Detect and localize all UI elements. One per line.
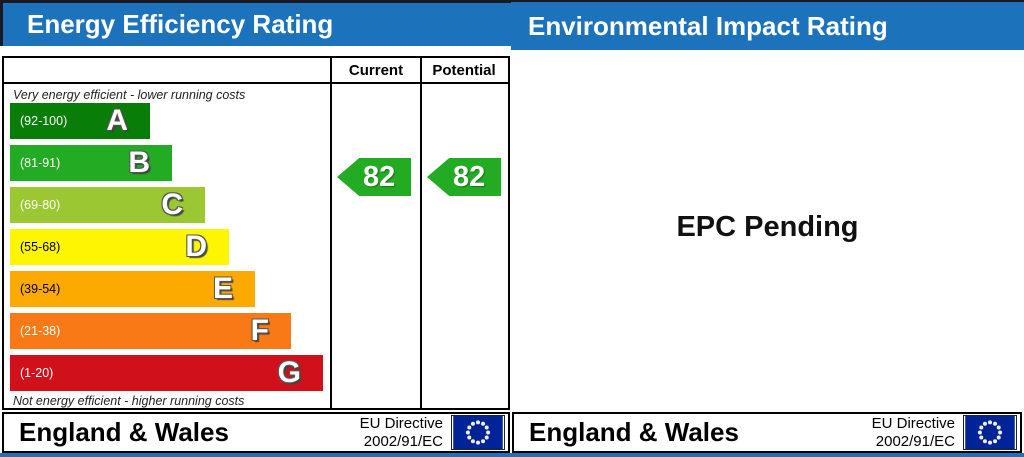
eu-directive-line1: EU Directive	[871, 415, 955, 433]
column-divider-current	[330, 58, 332, 408]
band-range-label: (1-20)	[20, 366, 54, 380]
band-range-label: (21-38)	[20, 324, 61, 338]
band-row-f: (21-38) F	[10, 313, 291, 349]
band-range-label: (92-100)	[20, 114, 68, 128]
bottom-band	[0, 453, 1024, 457]
environmental-impact-title: Environmental Impact Rating	[528, 11, 888, 41]
band-range-label: (55-68)	[20, 240, 61, 254]
eu-directive-line1: EU Directive	[359, 415, 443, 433]
band-letter: A	[106, 104, 128, 137]
epc-pending-message: EPC Pending	[676, 211, 859, 243]
rating-bands: (92-100) A (81-91) B (69-80) C (55-68) D (39-54)…	[10, 103, 323, 397]
band-row-a: (92-100) A	[10, 103, 150, 139]
energy-efficiency-title: Energy Efficiency Rating	[27, 9, 334, 39]
band-row-c: (69-80) C	[10, 187, 205, 223]
header-row-divider	[4, 82, 508, 84]
current-rating-value: 82	[363, 160, 396, 193]
eu-flag-icon	[451, 415, 505, 450]
potential-rating-arrow: 82	[427, 158, 501, 196]
band-letter: E	[212, 272, 233, 305]
band-letter: C	[161, 188, 183, 221]
band-row-g: (1-20) G	[10, 355, 323, 391]
eu-directive-line2: 2002/91/EC	[875, 432, 955, 450]
region-label: England & Wales	[529, 417, 739, 447]
eu-directive-label: EU Directive 2002/91/EC	[872, 415, 955, 450]
eu-flag-icon	[963, 415, 1017, 450]
band-row-e: (39-54) E	[10, 271, 255, 307]
band-letter: D	[185, 230, 207, 263]
band-row-d: (55-68) D	[10, 229, 229, 265]
band-letter: B	[128, 146, 150, 179]
current-rating-arrow: 82	[337, 158, 411, 196]
eu-directive-label: EU Directive 2002/91/EC	[360, 415, 443, 450]
column-divider-potential	[420, 58, 422, 408]
band-row-b: (81-91) B	[10, 145, 172, 181]
potential-column-header: Potential	[432, 62, 496, 79]
caption-not-efficient: Not energy efficient - higher running co…	[13, 394, 245, 408]
band-letter: F	[250, 314, 269, 347]
left-footer: England & Wales EU Directive 2002/91/EC	[2, 412, 510, 453]
eu-directive-line2: 2002/91/EC	[363, 432, 443, 450]
band-range-label: (39-54)	[20, 282, 61, 296]
energy-rating-chart: Current Potential Very energy efficient …	[2, 56, 510, 410]
region-label: England & Wales	[19, 417, 229, 447]
band-range-label: (69-80)	[20, 198, 61, 212]
band-range-label: (81-91)	[20, 156, 61, 170]
band-letter: G	[277, 356, 301, 389]
right-footer: England & Wales EU Directive 2002/91/EC	[512, 412, 1022, 453]
potential-rating-value: 82	[453, 160, 486, 193]
left-header-band	[0, 0, 511, 46]
current-column-header: Current	[348, 62, 404, 79]
right-header-band	[511, 0, 1024, 50]
caption-very-efficient: Very energy efficient - lower running co…	[13, 88, 246, 102]
